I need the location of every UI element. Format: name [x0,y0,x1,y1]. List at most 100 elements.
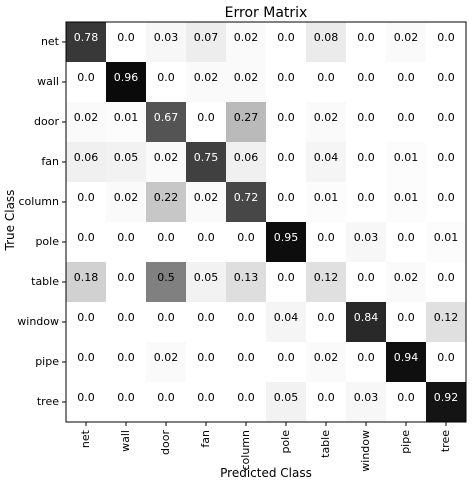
cell-value-label: 0.02 [314,351,339,364]
cell-value-label: 0.01 [114,111,139,124]
cell-value-label: 0.04 [314,151,339,164]
heatmap-cell [66,22,106,62]
cell-value-label: 0.0 [437,31,455,44]
heatmap-cell [306,22,346,62]
cell-value-label: 0.0 [277,271,295,284]
heatmap-cell [346,382,386,422]
heatmap-cell [226,302,266,342]
cell-value-label: 0.03 [154,31,179,44]
heatmap-cell [386,382,426,422]
heatmap-cell [146,302,186,342]
heatmap-cell [226,262,266,302]
heatmap-cell [66,102,106,142]
heatmap-cell [306,102,346,142]
heatmap-cell [266,102,306,142]
heatmap-cell [186,62,226,102]
x-tick-label: tree [439,430,452,452]
cell-value-label: 0.0 [237,231,255,244]
heatmap-cell [146,182,186,222]
heatmap-cell [186,302,226,342]
cell-value-label: 0.13 [234,271,259,284]
cell-value-label: 0.67 [154,111,179,124]
cell-value-label: 0.05 [194,271,219,284]
y-tick-label: pole [35,235,59,248]
heatmap-cell [266,262,306,302]
cell-value-label: 0.12 [314,271,339,284]
cell-value-label: 0.0 [237,351,255,364]
heatmap-cell [386,302,426,342]
heatmap-cell [66,142,106,182]
cell-value-label: 0.02 [234,31,259,44]
cell-value-label: 0.02 [154,351,179,364]
heatmap-cell [146,262,186,302]
cell-value-label: 0.12 [434,311,459,324]
heatmap-cell [226,62,266,102]
heatmap-cell [186,222,226,262]
heatmap-cell [106,302,146,342]
heatmap-cell [226,382,266,422]
heatmap-cell [346,102,386,142]
heatmap-cell [266,222,306,262]
heatmap-cell [146,142,186,182]
heatmap-cell [106,342,146,382]
heatmap-cell [346,342,386,382]
heatmap-cell [306,182,346,222]
heatmap-cell [66,222,106,262]
cell-value-label: 0.02 [314,111,339,124]
y-tick-label: window [17,315,59,328]
cell-value-label: 0.0 [437,191,455,204]
heatmap-cell [346,62,386,102]
cell-value-label: 0.02 [394,271,419,284]
cell-value-label: 0.0 [77,311,95,324]
cell-value-label: 0.0 [397,71,415,84]
cell-value-label: 0.02 [234,71,259,84]
heatmap-cell [426,62,466,102]
heatmap-cell [146,22,186,62]
heatmap-cell [66,302,106,342]
cell-value-label: 0.0 [317,391,335,404]
heatmap-cell [106,262,146,302]
x-tick-label: column [239,430,252,471]
heatmap-cell [346,302,386,342]
cell-value-label: 0.0 [397,111,415,124]
heatmap-cell [226,182,266,222]
cell-value-label: 0.27 [234,111,259,124]
cell-value-label: 0.0 [117,351,135,364]
cell-value-label: 0.0 [277,31,295,44]
cell-value-label: 0.0 [197,231,215,244]
heatmap-cell [346,262,386,302]
heatmap-cell [146,382,186,422]
heatmap-cell [346,222,386,262]
cell-value-label: 0.0 [77,191,95,204]
heatmap-cell [266,142,306,182]
heatmap-cell [66,262,106,302]
x-tick-label: net [79,429,92,448]
cell-value-label: 0.0 [357,31,375,44]
cell-value-label: 0.75 [194,151,219,164]
y-tick-label: table [31,275,59,288]
cell-value-label: 0.0 [117,231,135,244]
y-tick-label: pipe [35,355,59,368]
heatmap-cell [386,62,426,102]
heatmap-cell [426,302,466,342]
cell-value-label: 0.01 [394,151,419,164]
cell-value-label: 0.0 [317,231,335,244]
heatmap-cell [306,382,346,422]
x-tick-label: pole [279,430,292,454]
cell-value-label: 0.07 [194,31,219,44]
heatmap-cells: 0.78 0.0 0.03 0.07 0.02 0.0 0.08 0.0 0.02 0.0 0.0 0… [66,22,466,422]
y-axis-label: True Class [3,190,17,252]
x-tick-label: door [159,430,172,455]
heatmap-cell [146,62,186,102]
cell-value-label: 0.94 [394,351,419,364]
heatmap-cell [386,262,426,302]
cell-value-label: 0.02 [194,191,219,204]
heatmap-cell [386,342,426,382]
cell-value-label: 0.02 [114,191,139,204]
cell-value-label: 0.0 [157,391,175,404]
heatmap-cell [146,342,186,382]
cell-value-label: 0.0 [357,111,375,124]
cell-value-label: 0.0 [317,311,335,324]
heatmap-cell [426,22,466,62]
cell-value-label: 0.95 [274,231,299,244]
